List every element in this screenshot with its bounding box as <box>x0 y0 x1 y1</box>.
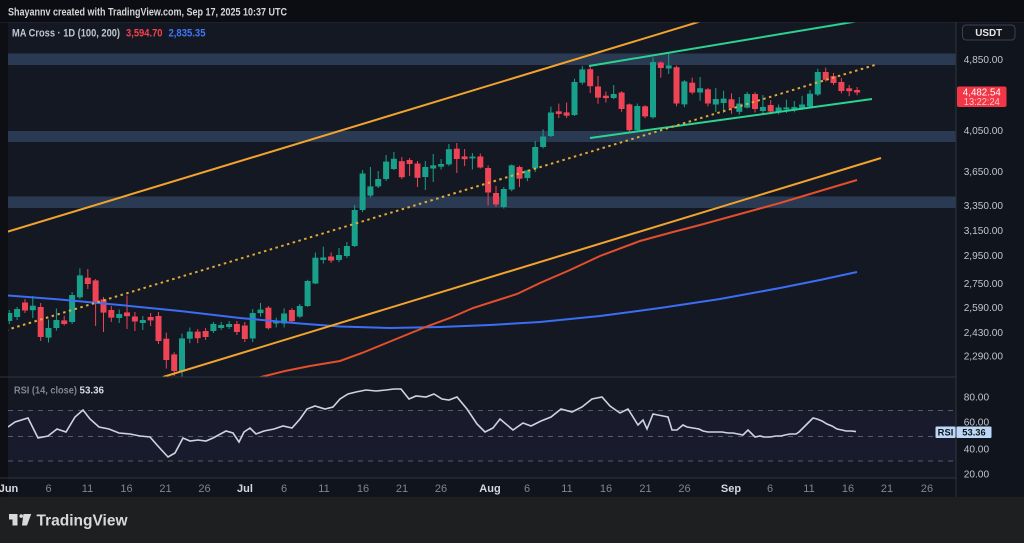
svg-text:21: 21 <box>639 483 651 495</box>
svg-text:60.00: 60.00 <box>964 416 990 428</box>
svg-text:40.00: 40.00 <box>964 443 990 455</box>
svg-text:2,835.35: 2,835.35 <box>169 28 206 40</box>
svg-text:11: 11 <box>318 483 329 495</box>
svg-text:11: 11 <box>82 483 93 495</box>
svg-text:2,590.00: 2,590.00 <box>964 302 1003 314</box>
svg-text:2,430.00: 2,430.00 <box>964 327 1003 339</box>
svg-text:Aug: Aug <box>479 483 500 495</box>
svg-text:Jul: Jul <box>237 483 253 495</box>
svg-text:11: 11 <box>561 483 572 495</box>
svg-text:21: 21 <box>396 483 408 495</box>
svg-text:21: 21 <box>881 483 893 495</box>
svg-text:6: 6 <box>767 483 773 495</box>
svg-text:21: 21 <box>159 483 171 495</box>
svg-text:6: 6 <box>281 483 287 495</box>
svg-text:3,150.00: 3,150.00 <box>964 225 1003 237</box>
svg-text:53.36: 53.36 <box>80 385 105 397</box>
svg-text:20.00: 20.00 <box>964 468 990 480</box>
svg-text:16: 16 <box>357 483 369 495</box>
svg-text:RSI: RSI <box>938 426 954 437</box>
svg-text:RSI (14, close): RSI (14, close) <box>14 385 77 397</box>
svg-text:MA Cross · 1D (100, 200): MA Cross · 1D (100, 200) <box>12 28 120 40</box>
svg-text:16: 16 <box>120 483 132 495</box>
svg-text:Jun: Jun <box>0 483 19 495</box>
svg-text:2,950.00: 2,950.00 <box>964 250 1003 262</box>
svg-text:16: 16 <box>600 483 612 495</box>
svg-text:USDT: USDT <box>975 28 1002 39</box>
svg-text:3,650.00: 3,650.00 <box>964 166 1003 178</box>
svg-text:6: 6 <box>524 483 530 495</box>
svg-text:26: 26 <box>921 483 933 495</box>
svg-text:Shayannv created with TradingV: Shayannv created with TradingView.com, S… <box>8 7 287 19</box>
svg-text:26: 26 <box>678 483 690 495</box>
svg-text:4,050.00: 4,050.00 <box>964 125 1003 137</box>
svg-text:6: 6 <box>45 483 51 495</box>
svg-text:16: 16 <box>842 483 854 495</box>
svg-text:53.36: 53.36 <box>962 426 985 437</box>
svg-text:26: 26 <box>435 483 447 495</box>
svg-text:4,482.54: 4,482.54 <box>963 87 1001 98</box>
svg-text:26: 26 <box>198 483 210 495</box>
svg-text:4,850.00: 4,850.00 <box>964 54 1003 66</box>
svg-text:2,290.00: 2,290.00 <box>964 350 1003 362</box>
svg-text:80.00: 80.00 <box>964 392 990 404</box>
svg-text:Sep: Sep <box>721 483 741 495</box>
svg-text:3,594.70: 3,594.70 <box>126 28 163 40</box>
svg-text:13:22:24: 13:22:24 <box>964 97 1001 108</box>
svg-text:11: 11 <box>803 483 814 495</box>
svg-text:3,350.00: 3,350.00 <box>964 200 1003 212</box>
svg-text:2,750.00: 2,750.00 <box>964 278 1003 290</box>
svg-text:TradingView: TradingView <box>37 513 129 530</box>
